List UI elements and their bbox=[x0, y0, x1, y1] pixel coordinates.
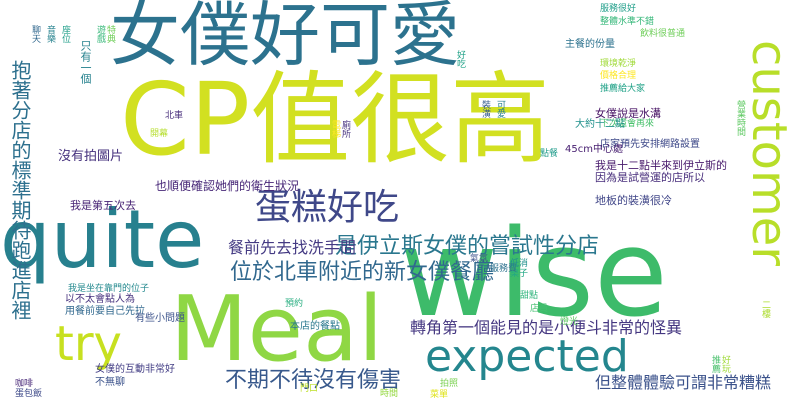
word: 女僕好可愛 bbox=[110, 0, 460, 76]
word: 好吃 bbox=[455, 50, 465, 68]
word: 飲料很普通 bbox=[640, 29, 686, 39]
word: 低消 bbox=[510, 259, 529, 269]
word: try bbox=[55, 316, 122, 372]
word: 門口 bbox=[300, 384, 319, 394]
word: 主餐的份量 bbox=[565, 39, 615, 50]
word: 營業時間 bbox=[735, 100, 745, 136]
word: 以不太會點人為 bbox=[65, 294, 135, 305]
word: 餐前先去找洗手間 bbox=[228, 238, 357, 257]
word: 服務很好 bbox=[600, 4, 637, 14]
word: 本店的餐點 bbox=[290, 321, 340, 332]
word: 蛋包飯 bbox=[15, 389, 43, 399]
word: 不期不待沒有傷害 bbox=[225, 368, 402, 393]
word: 燈光 bbox=[560, 317, 579, 327]
word: 整體水準不錯 bbox=[600, 17, 655, 27]
word: 店家預先安排網路設置 bbox=[600, 139, 700, 150]
word: 二樓 bbox=[760, 300, 770, 318]
word: 蛋糕好吃 bbox=[255, 187, 400, 228]
word: 用餐前要自己先拉 bbox=[65, 306, 145, 317]
word: 只有一個 bbox=[79, 40, 92, 84]
word: 推薦 bbox=[710, 355, 720, 373]
word: 咖啡 bbox=[15, 379, 34, 389]
word: Meal bbox=[170, 277, 384, 382]
word: 服務費 bbox=[490, 264, 518, 274]
word: 女僕的互動非常好 bbox=[95, 364, 175, 375]
word: 廁所 bbox=[340, 120, 350, 138]
word: 桌子 bbox=[510, 269, 529, 279]
word: 拍照 bbox=[440, 379, 459, 389]
word: 但整體體驗可謂非常糟糕 bbox=[595, 373, 772, 392]
word: 音樂 bbox=[45, 25, 55, 43]
word: customer bbox=[741, 40, 797, 267]
word: 地板的裝潢很冷 bbox=[595, 194, 672, 207]
word: 店員 bbox=[530, 304, 549, 314]
word: 45cm中心處 bbox=[565, 144, 623, 155]
word: 不無聊 bbox=[95, 377, 125, 388]
word: 因為是試營運的店所以 bbox=[595, 171, 705, 184]
word: 女僕說是水溝 bbox=[595, 107, 661, 120]
word: 我是第五次去 bbox=[70, 199, 136, 212]
word: 時間 bbox=[380, 389, 399, 399]
word: 是伊立斯女僕的嘗試性分店 bbox=[335, 234, 600, 259]
word: CP值很高 bbox=[120, 61, 551, 178]
word: 好玩 bbox=[720, 355, 730, 373]
word: 預約 bbox=[285, 299, 304, 309]
word: 我是十二點半來到伊立斯的 bbox=[595, 159, 727, 172]
word: 位於北車附近的新女僕餐廳 bbox=[230, 260, 495, 285]
word: 特典 bbox=[105, 25, 115, 43]
word: 開幕 bbox=[150, 129, 169, 139]
word: 氣氛 bbox=[470, 254, 489, 264]
word: 下次還會再來 bbox=[600, 119, 655, 129]
word: 推薦給大家 bbox=[600, 84, 646, 94]
word: 轉角第一個能見的是小便斗非常的怪異 bbox=[410, 318, 683, 337]
word: 有些小問題 bbox=[135, 313, 185, 324]
word: 裝潢 bbox=[480, 100, 490, 118]
word: 座位 bbox=[60, 25, 70, 43]
word: 菜單 bbox=[430, 390, 449, 400]
word: wise bbox=[400, 205, 668, 344]
word: 價格合理 bbox=[600, 71, 637, 81]
word: 電梯 bbox=[330, 120, 340, 138]
word: 抱著分店的標準期待跑進店裡 bbox=[8, 60, 32, 320]
word: 可愛 bbox=[495, 100, 505, 118]
word: 遊戲 bbox=[95, 25, 105, 43]
word: 環境乾淨 bbox=[600, 59, 637, 69]
word: quite bbox=[0, 193, 205, 286]
word: 大約十二點 bbox=[575, 119, 625, 130]
word: 我是坐在靠門的位子 bbox=[68, 284, 150, 294]
word: 沒有拍圖片 bbox=[58, 149, 124, 164]
word: 北車 bbox=[165, 111, 184, 121]
word: expected bbox=[425, 331, 629, 382]
word: 點餐 bbox=[540, 149, 559, 159]
word: 甜點 bbox=[520, 291, 539, 301]
word: 也順便確認她們的衛生狀況 bbox=[155, 179, 300, 193]
word: 聊天 bbox=[30, 25, 40, 43]
